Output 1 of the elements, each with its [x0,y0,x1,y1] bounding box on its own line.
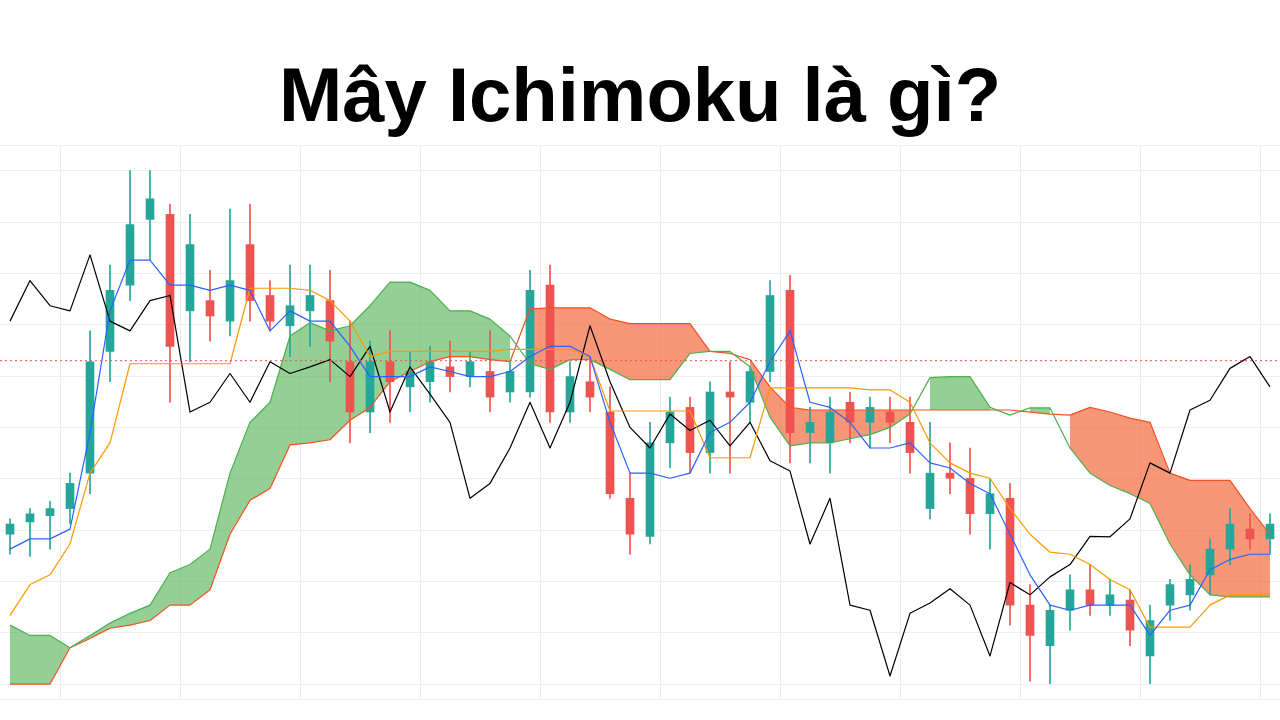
chart-title: Mây Ichimoku là gì? [277,51,1003,139]
